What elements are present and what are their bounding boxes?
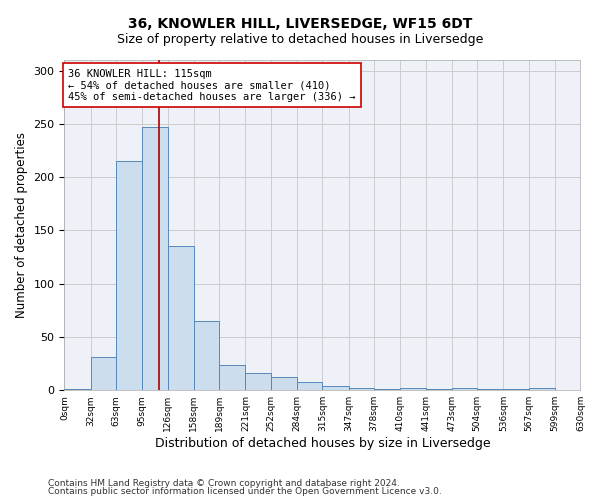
Bar <box>400 388 425 390</box>
Bar <box>64 389 91 390</box>
Bar <box>374 389 400 390</box>
Text: Contains public sector information licensed under the Open Government Licence v3: Contains public sector information licen… <box>48 487 442 496</box>
Bar <box>349 388 374 390</box>
X-axis label: Distribution of detached houses by size in Liversedge: Distribution of detached houses by size … <box>155 437 490 450</box>
Y-axis label: Number of detached properties: Number of detached properties <box>15 132 28 318</box>
Bar <box>452 388 477 390</box>
Bar <box>477 389 503 390</box>
Bar <box>503 389 529 390</box>
Bar <box>142 127 167 390</box>
Bar <box>245 373 271 390</box>
Bar <box>271 378 297 390</box>
Text: 36, KNOWLER HILL, LIVERSEDGE, WF15 6DT: 36, KNOWLER HILL, LIVERSEDGE, WF15 6DT <box>128 18 472 32</box>
Bar <box>425 389 452 390</box>
Text: Contains HM Land Registry data © Crown copyright and database right 2024.: Contains HM Land Registry data © Crown c… <box>48 478 400 488</box>
Bar <box>297 382 322 390</box>
Bar <box>91 357 116 390</box>
Bar <box>194 321 219 390</box>
Bar <box>116 161 142 390</box>
Text: Size of property relative to detached houses in Liversedge: Size of property relative to detached ho… <box>117 32 483 46</box>
Bar <box>529 388 555 390</box>
Bar <box>167 246 194 390</box>
Bar <box>322 386 349 390</box>
Bar <box>219 364 245 390</box>
Text: 36 KNOWLER HILL: 115sqm
← 54% of detached houses are smaller (410)
45% of semi-d: 36 KNOWLER HILL: 115sqm ← 54% of detache… <box>68 68 356 102</box>
